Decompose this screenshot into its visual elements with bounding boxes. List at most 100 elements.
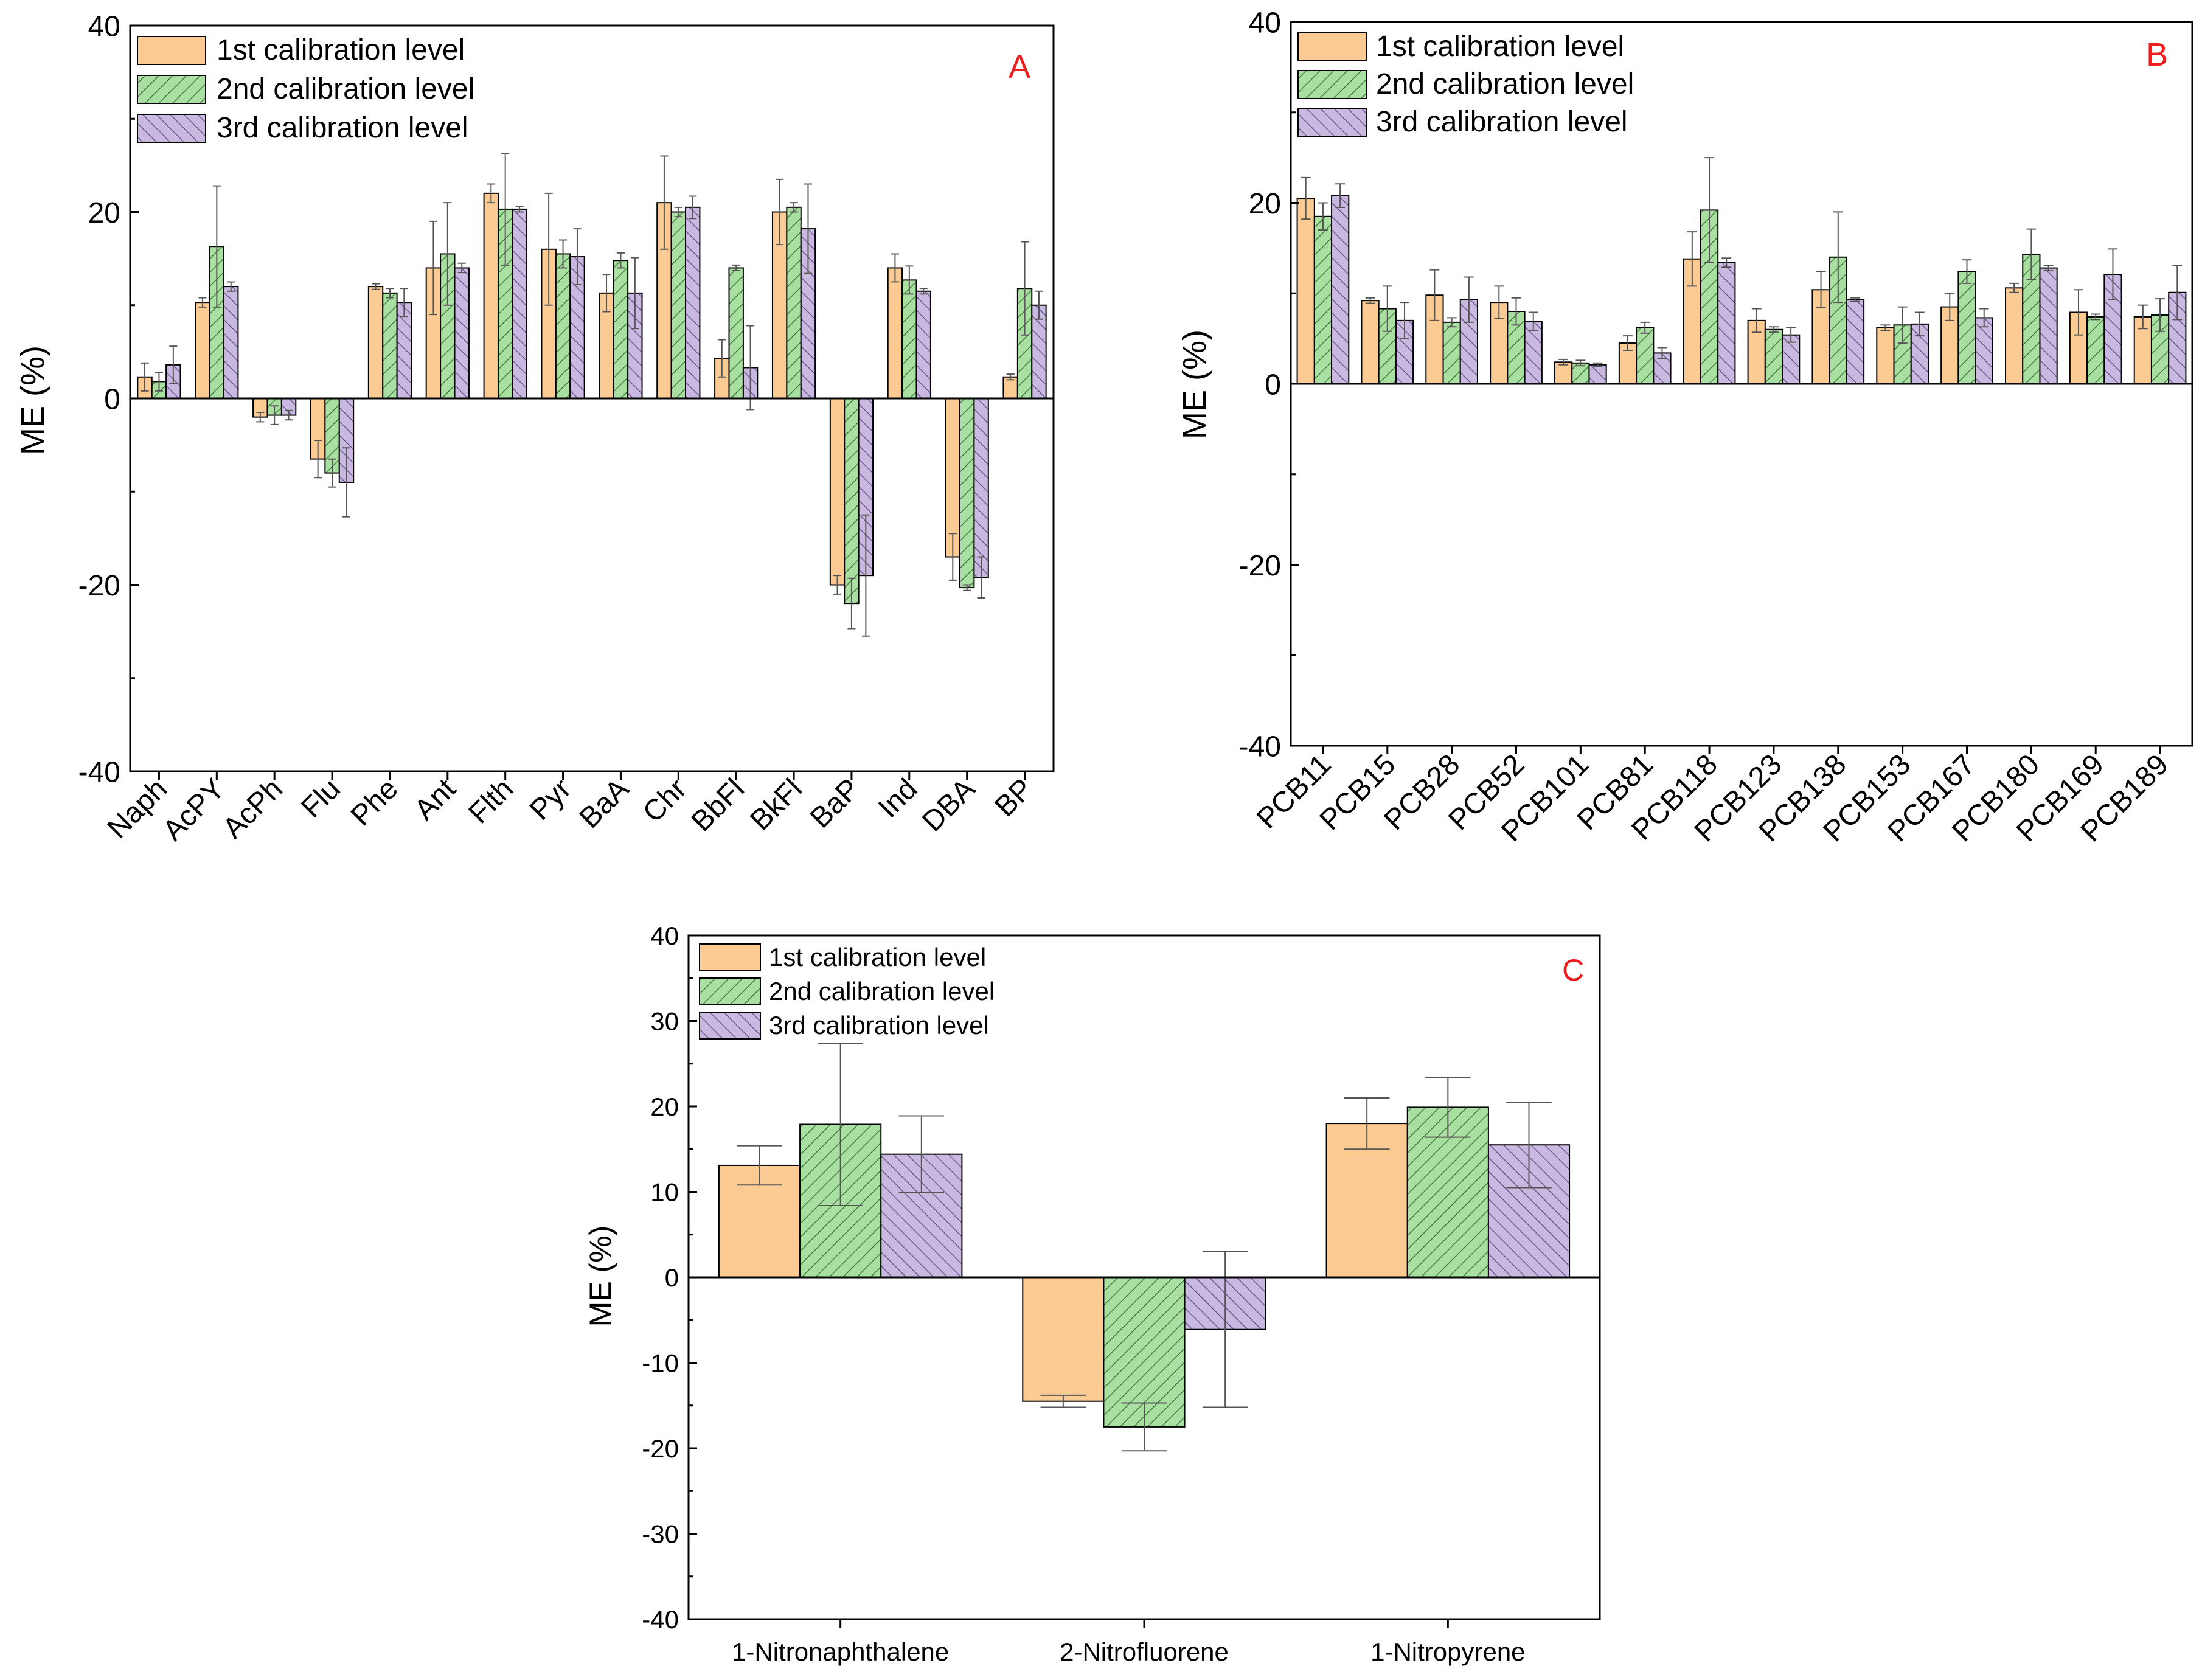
panel-b-letter: B — [2146, 36, 2168, 73]
legend-a-label-2: 2nd calibration level — [217, 73, 474, 105]
errbar-a-2-BaA — [616, 252, 625, 269]
xtick-label-a-Flu: Flu — [295, 772, 347, 824]
errbar-a-3-Ind — [919, 288, 928, 295]
legend-c-label-2: 2nd calibration level — [769, 977, 995, 1005]
xtick-label-a-Chr: Chr — [637, 772, 693, 828]
legend-a-label-1: 1st calibration level — [217, 34, 465, 66]
xtick-label-a-AcPh: AcPh — [217, 772, 289, 845]
errbar-a-1-AcPh — [256, 411, 265, 423]
errbar-a-2-BP — [1021, 241, 1029, 336]
bar-a-2-Ind — [901, 279, 917, 399]
ytick-label-c--40: -40 — [642, 1605, 679, 1634]
legend-a-swatch-2 — [137, 75, 206, 104]
bar-a-1-AcPY — [195, 302, 210, 399]
errbar-b-1-PCB138 — [1816, 271, 1826, 309]
legend-b-label-1: 1st calibration level — [1376, 30, 1624, 63]
errbar-b-3-PCB180 — [2043, 265, 2054, 272]
errbar-b-1-PCB81 — [1623, 335, 1633, 351]
xtick-label-c-1-Nitronaphthalene: 1-Nitronaphthalene — [732, 1637, 949, 1666]
xtick-label-a-BbFl: BbFl — [686, 772, 751, 838]
axes-a — [129, 24, 1055, 772]
bar-b-3-PCB52 — [1524, 321, 1543, 384]
errbar-b-2-PCB15 — [1382, 285, 1392, 332]
bar-a-3-Ant — [454, 267, 470, 400]
errbar-b-2-PCB11 — [1318, 202, 1328, 231]
errbar-c-3-1-Nitropyrene — [1506, 1101, 1552, 1189]
errbar-b-1-PCB123 — [1751, 308, 1762, 333]
errbar-b-3-PCB189 — [2172, 265, 2183, 321]
errbar-a-2-Flu — [328, 458, 336, 488]
ytick-label-a--20: -20 — [78, 570, 120, 602]
ytick-label-c--30: -30 — [642, 1520, 679, 1549]
bar-a-3-Flth — [512, 208, 527, 399]
legend-c-swatch-1 — [699, 943, 761, 971]
errbar-a-1-Pyr — [544, 192, 553, 306]
bar-b-3-PCB167 — [1975, 317, 1993, 384]
errbar-a-3-Pyr — [573, 228, 582, 286]
bar-b-3-PCB118 — [1717, 262, 1736, 384]
errbar-a-1-Flth — [487, 183, 495, 204]
errbar-b-2-PCB118 — [1704, 157, 1714, 263]
errbar-a-3-Naph — [169, 345, 178, 384]
legend-b-swatch-2 — [1297, 70, 1367, 99]
ytick-label-c-30: 30 — [650, 1007, 679, 1036]
bar-a-2-BkFl — [786, 206, 802, 399]
errbar-c-1-1-Nitropyrene — [1344, 1097, 1390, 1150]
xtick-label-a-AcPY: AcPY — [157, 772, 231, 847]
panel-b-legend: 1st calibration level 2nd calibration le… — [1297, 30, 1634, 138]
errbar-c-2-1-Nitronaphthalene — [818, 1043, 863, 1206]
errbar-a-3-BaA — [631, 257, 639, 330]
errbar-a-1-Ind — [891, 253, 899, 283]
xtick-label-a-Flth: Flth — [462, 772, 519, 830]
panel-c: -40 -30 -20 -10 0 10 20 30 40 1-Nitronaphthalene 2… — [583, 922, 1601, 1666]
ytick-label-b--40: -40 — [1239, 731, 1281, 763]
legend-c-swatch-2 — [699, 977, 761, 1005]
xtick-label-a-Ant: Ant — [408, 772, 462, 826]
errbar-a-1-Ant — [429, 220, 437, 316]
bar-b-1-PCB15 — [1361, 300, 1380, 384]
xtick-label-a-Ind: Ind — [872, 772, 924, 824]
ytick-label-c-10: 10 — [650, 1178, 679, 1207]
bar-a-2-BaP — [844, 398, 860, 605]
bar-b-2-PCB28 — [1442, 321, 1461, 384]
axes-c — [687, 934, 1601, 1620]
errbar-a-3-Flth — [515, 206, 524, 213]
errbar-b-1-PCB153 — [1880, 324, 1891, 331]
errbar-a-3-Phe — [400, 288, 408, 318]
bar-a-2-DBA — [959, 398, 975, 589]
errbar-b-3-PCB15 — [1400, 302, 1409, 339]
errbar-b-3-PCB153 — [1914, 311, 1925, 337]
errbar-b-1-PCB11 — [1301, 176, 1311, 220]
bar-a-3-DBA — [973, 398, 989, 578]
xtick-label-a-Phe: Phe — [345, 772, 405, 832]
errbar-b-3-PCB167 — [1979, 308, 1989, 328]
ytick-label-b-40: 40 — [1249, 7, 1281, 39]
ytick-label-a-20: 20 — [88, 197, 120, 229]
errbar-b-2-PCB28 — [1447, 317, 1457, 328]
errbar-c-1-1-Nitronaphthalene — [737, 1145, 782, 1186]
errbar-b-1-PCB167 — [1945, 293, 1955, 321]
errbar-a-1-AcPY — [198, 297, 207, 308]
bar-a-3-Ind — [915, 290, 931, 400]
bar-a-1-Ind — [887, 267, 903, 400]
errbar-a-2-Naph — [155, 372, 163, 392]
errbar-a-3-Flu — [342, 447, 351, 518]
ytick-label-c-0: 0 — [665, 1263, 679, 1292]
xtick-label-a-BkFl: BkFl — [744, 772, 808, 836]
bar-a-2-Chr — [670, 211, 687, 399]
legend-b-swatch-1 — [1297, 32, 1367, 61]
errbar-b-2-PCB123 — [1769, 326, 1779, 333]
errbar-b-3-PCB11 — [1335, 183, 1346, 208]
errbar-a-2-Pyr — [559, 239, 568, 269]
errbar-a-2-Ant — [443, 202, 452, 306]
xtick-label-a-BP: BP — [989, 772, 1040, 823]
panel-b: -40-2002040PCB11PCB15PCB28PCB52PCB101PCB… — [1176, 7, 2193, 848]
panel-c-ylabel: ME (%) — [583, 1226, 617, 1327]
legend-b-swatch-3 — [1297, 108, 1367, 137]
errbar-c-1-2-Nitrofluorene — [1040, 1394, 1086, 1408]
ytick-label-b-20: 20 — [1249, 188, 1281, 220]
errbar-c-3-1-Nitronaphthalene — [898, 1115, 945, 1193]
legend-c-label-1: 1st calibration level — [769, 943, 986, 971]
errbar-b-2-PCB167 — [1962, 259, 1972, 284]
